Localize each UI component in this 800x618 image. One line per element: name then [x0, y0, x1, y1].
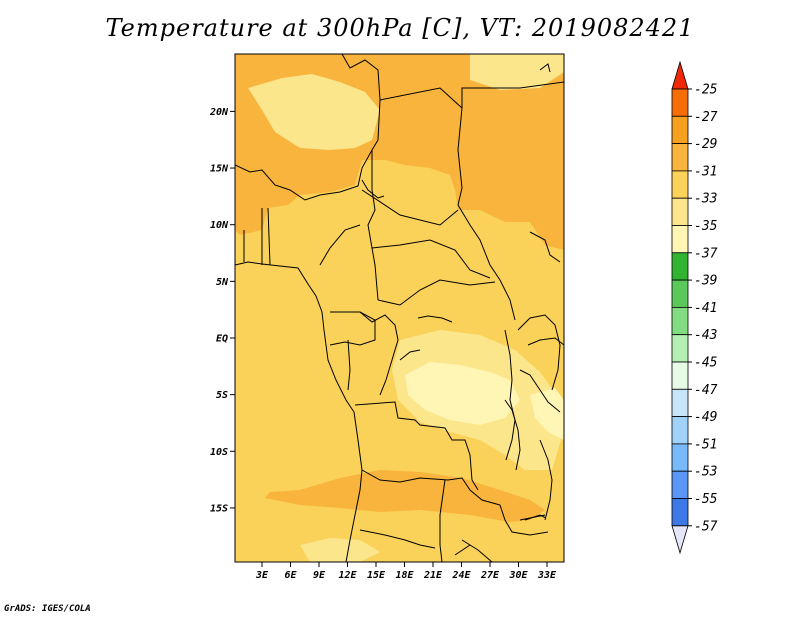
colorbar-swatch: [671, 170, 689, 199]
lat-label: 5N: [216, 277, 229, 288]
lon-label: 6E: [284, 570, 297, 581]
lat-label: 10N: [210, 220, 229, 231]
colorbar-label: -37: [694, 246, 718, 261]
colorbar-label: -29: [694, 137, 717, 152]
colorbar-label: -35: [694, 219, 718, 234]
lon-label: 15E: [367, 570, 386, 581]
temperature-fill-cool-north: [470, 54, 564, 90]
colorbar-label: -49: [694, 410, 717, 425]
colorbar-label: -51: [694, 437, 717, 452]
colorbar-swatch: [671, 306, 689, 336]
colorbar-label: -53: [694, 465, 717, 480]
lat-label: 20N: [209, 107, 229, 118]
colorbar-swatch: [671, 279, 689, 308]
colorbar-label: -33: [694, 192, 717, 207]
lon-label: 21E: [423, 570, 443, 581]
coastlines-and-borders: [235, 54, 564, 562]
colorbar-swatch: [671, 197, 689, 226]
colorbar-label: -57: [694, 519, 718, 534]
colorbar-bottom-arrow: [671, 525, 689, 555]
lon-label: 9E: [313, 570, 326, 581]
longitude-axis: 3E 6E 9E 12E 15E 18E 21E 24E 27E 30E 33E: [255, 562, 557, 581]
lon-label: 30E: [508, 570, 528, 581]
colorbar-swatch: [671, 143, 689, 172]
lat-label: 5S: [216, 390, 228, 401]
lon-label: 24E: [451, 570, 471, 581]
lat-label: 10S: [210, 447, 228, 458]
colorbar-swatch: [671, 334, 689, 363]
colorbar-swatch: [671, 416, 689, 445]
colorbar-swatch: [671, 443, 689, 472]
lat-label: 15N: [210, 164, 229, 175]
temperature-fill-cool-south: [300, 538, 380, 562]
colorbar-swatch: [671, 361, 689, 390]
lon-label: 18E: [395, 570, 414, 581]
lon-label: 12E: [338, 570, 357, 581]
colorbar-swatch: [671, 470, 689, 499]
colorbar-swatch: [671, 115, 689, 145]
colorbar-top-arrow: [671, 60, 689, 90]
colorbar-swatch: [671, 252, 689, 281]
temperature-fill-warm-south: [265, 470, 545, 522]
temperature-fill-coolest-congo: [405, 362, 520, 425]
lon-label: 27E: [480, 570, 500, 581]
colorbar: -25 -27 -29 -31 -33 -35 -37 -39 -41 -43 -45 -47 -49 -…: [671, 60, 718, 555]
colorbar-swatch: [671, 498, 689, 527]
lat-label: EQ: [216, 334, 228, 345]
colorbar-label: -25: [694, 83, 718, 98]
lon-label: 33E: [537, 570, 557, 581]
colorbar-swatch: [671, 225, 689, 254]
temperature-fill-coolest-east: [530, 388, 564, 440]
latitude-axis: 20N 15N 10N 5N EQ 5S 10S 15S: [209, 107, 235, 514]
temperature-field: [235, 54, 564, 562]
colorbar-swatch: [671, 88, 689, 117]
colorbar-label: -43: [694, 328, 717, 343]
colorbar-label: -45: [694, 356, 718, 371]
temperature-fill-cool-sahara: [248, 74, 380, 150]
colorbar-label: -55: [694, 492, 718, 507]
colorbar-label: -31: [694, 164, 717, 179]
colorbar-swatch: [671, 388, 689, 417]
grads-credit: GrADS: IGES/COLA: [4, 604, 91, 614]
lon-label: 3E: [255, 570, 269, 581]
map-frame: [234, 53, 565, 563]
lat-label: 15S: [210, 503, 228, 514]
colorbar-label: -47: [694, 383, 718, 398]
colorbar-label: -41: [694, 301, 717, 316]
colorbar-label: -27: [694, 110, 718, 125]
colorbar-label: -39: [694, 274, 717, 289]
map-title: Temperature at 300hPa [C], VT: 201908242…: [105, 14, 695, 42]
